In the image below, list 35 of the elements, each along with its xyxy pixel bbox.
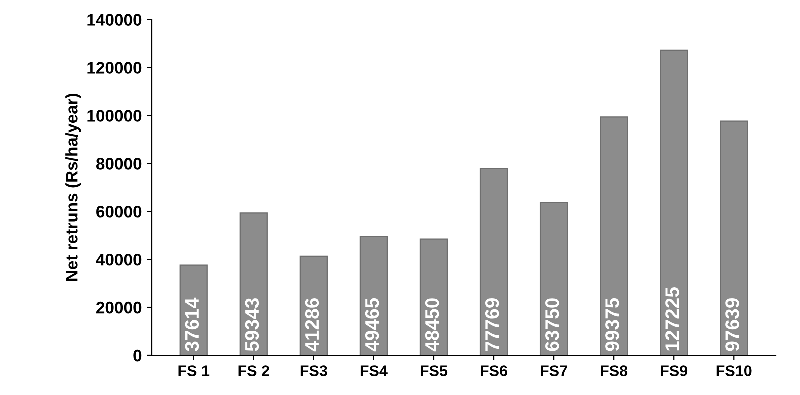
x-tick-label: FS10 bbox=[716, 366, 752, 376]
y-tick-label: 140000 bbox=[88, 14, 142, 26]
data-label: 59343 bbox=[245, 298, 260, 352]
x-tick-label: FS3 bbox=[300, 366, 328, 376]
y-axis-title: Net retruns (Rs/ha/year) bbox=[66, 94, 82, 281]
data-label: 99375 bbox=[606, 298, 620, 352]
y-tick-label: 80000 bbox=[96, 158, 142, 170]
data-label: 37614 bbox=[185, 298, 200, 352]
y-tick-label: 20000 bbox=[96, 302, 142, 314]
x-tick-label: FS8 bbox=[601, 366, 628, 376]
data-label: 41286 bbox=[305, 298, 320, 352]
data-label: 127225 bbox=[666, 288, 680, 351]
data-label: 49465 bbox=[365, 298, 380, 352]
bar bbox=[240, 212, 268, 356]
y-tick-label: 120000 bbox=[88, 62, 142, 74]
bar bbox=[660, 50, 688, 356]
data-label: 63750 bbox=[545, 298, 560, 352]
y-tick-label: 100000 bbox=[88, 110, 142, 122]
y-tick-label: 40000 bbox=[96, 254, 142, 266]
data-label: 77769 bbox=[485, 298, 500, 352]
data-label: 48450 bbox=[425, 298, 440, 352]
x-tick-label: FS6 bbox=[481, 366, 508, 376]
x-tick-label: FS4 bbox=[360, 366, 388, 376]
bar bbox=[540, 202, 568, 356]
bar bbox=[600, 116, 628, 356]
bar bbox=[720, 120, 748, 356]
x-tick-label: FS9 bbox=[661, 366, 688, 376]
bar bbox=[480, 168, 508, 356]
data-label: 97639 bbox=[726, 298, 740, 352]
x-tick-label: FS 2 bbox=[238, 366, 270, 376]
y-tick-label: 0 bbox=[134, 350, 142, 362]
x-tick-label: FS 1 bbox=[178, 366, 210, 376]
x-tick-label: FS5 bbox=[421, 366, 448, 376]
x-tick-label: FS7 bbox=[541, 366, 568, 376]
y-tick-label: 60000 bbox=[96, 206, 142, 218]
